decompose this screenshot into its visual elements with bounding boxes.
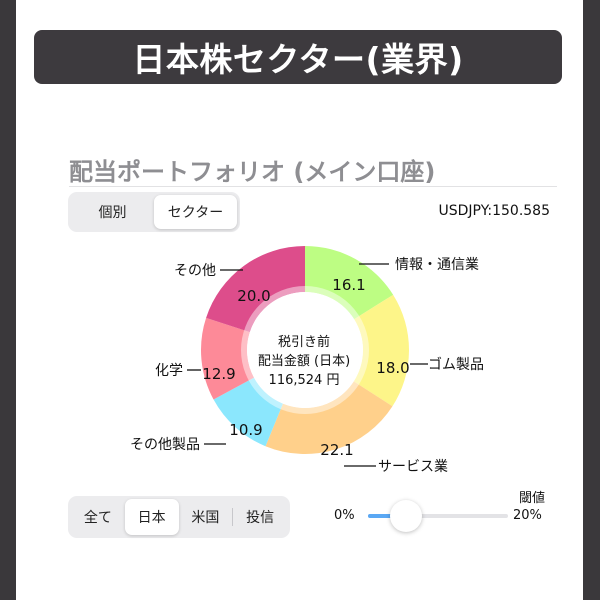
donut-hole — [247, 292, 363, 408]
chart-slice-1[interactable] — [353, 294, 409, 407]
center-label-line2: 配当金額 (日本) — [257, 354, 351, 369]
divider — [69, 186, 557, 187]
center-amount: 116,524 円 — [268, 373, 340, 388]
slice-value-label-4: 12.9 — [202, 365, 235, 383]
market-filter-funds[interactable]: 投信 — [246, 510, 275, 526]
banner-title: 日本株セクター(業界) — [34, 30, 562, 84]
chart-slice-3[interactable] — [213, 377, 283, 447]
chart-slice-5[interactable] — [206, 246, 305, 333]
portfolio-title: 配当ポートフォリオ (メイン口座) — [69, 158, 436, 186]
market-filter-japan[interactable]: 日本 — [124, 499, 179, 535]
chart-slice-0[interactable] — [305, 246, 394, 320]
center-label-line1: 税引き前 — [277, 335, 330, 350]
threshold-slider-fill — [368, 514, 406, 518]
slice-category-label-0: 情報・通信業 — [395, 257, 479, 273]
segment-divider — [232, 508, 234, 526]
slice-category-label-2: サービス業 — [378, 459, 448, 475]
threshold-slider[interactable] — [368, 500, 508, 532]
slice-category-label-4: 化学 — [155, 363, 183, 379]
market-filter-us[interactable]: 米国 — [191, 510, 220, 526]
slice-value-label-3: 10.9 — [229, 421, 262, 439]
donut-inner-ring — [241, 286, 369, 414]
threshold-min-label: 0% — [334, 508, 355, 523]
market-filter: 全て 日本 米国 投信 — [68, 496, 290, 538]
slice-value-label-0: 16.1 — [332, 276, 365, 294]
fx-rate: USDJPY:150.585 — [438, 203, 550, 219]
slice-value-label-2: 22.1 — [320, 441, 353, 459]
threshold-label: 閾値 — [519, 491, 546, 506]
slice-category-label-3: その他製品 — [130, 437, 200, 453]
view-toggle-individual[interactable]: 個別 — [98, 205, 127, 221]
threshold-max-label: 20% — [513, 508, 542, 523]
market-filter-all[interactable]: 全て — [83, 510, 112, 526]
view-toggle-sector[interactable]: セクター — [154, 195, 237, 229]
threshold-slider-thumb[interactable] — [389, 500, 422, 532]
chart-slice-2[interactable] — [265, 381, 393, 455]
slice-value-label-5: 20.0 — [237, 287, 270, 305]
slice-category-label-5: その他 — [174, 263, 216, 279]
view-toggle: 個別 セクター — [68, 192, 240, 232]
chart-slice-4[interactable] — [200, 317, 254, 400]
slice-value-label-1: 18.0 — [376, 359, 409, 377]
slice-category-label-1: ゴム製品 — [428, 356, 484, 373]
